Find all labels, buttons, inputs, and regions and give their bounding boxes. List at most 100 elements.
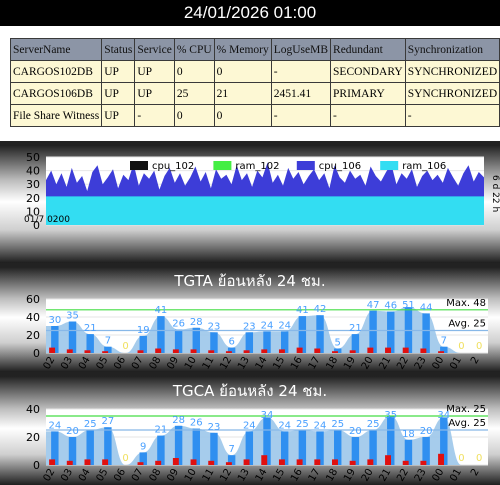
y-tick-label: 20 bbox=[26, 431, 40, 444]
cell: UP bbox=[101, 82, 136, 105]
data-label: 24 bbox=[261, 320, 274, 331]
x-tick-label: 18 bbox=[324, 467, 340, 484]
data-label: 0 bbox=[476, 453, 482, 464]
data-label: 41 bbox=[155, 305, 168, 316]
y-tick-label: 20 bbox=[26, 329, 40, 342]
low-bar bbox=[102, 459, 109, 465]
low-bar bbox=[172, 349, 179, 353]
bar bbox=[369, 430, 377, 465]
x-tick-label: 09 bbox=[165, 467, 181, 484]
time-range-label: 6 d 22 h bbox=[490, 175, 500, 212]
col-cpu: % CPU bbox=[173, 38, 215, 61]
legend-label: cpu_102 bbox=[152, 161, 194, 172]
low-bar bbox=[155, 460, 162, 465]
low-bar bbox=[314, 348, 321, 353]
bar bbox=[210, 332, 218, 353]
data-label: 24 bbox=[48, 420, 61, 431]
low-bar bbox=[296, 459, 303, 465]
x-tick-label: 04 bbox=[77, 467, 93, 484]
cell: File Share Witness bbox=[9, 104, 103, 127]
x-tick-label: 02 bbox=[42, 355, 58, 372]
bar bbox=[404, 439, 413, 465]
y-tick-label: 0 bbox=[33, 459, 40, 472]
cell: CARGOS102DB bbox=[9, 60, 103, 83]
low-bar bbox=[137, 462, 144, 465]
low-bar bbox=[278, 349, 285, 353]
bar bbox=[263, 331, 271, 353]
data-label: 26 bbox=[190, 418, 203, 429]
col-logusemb: LogUseMB bbox=[270, 38, 332, 61]
data-label: 0 bbox=[458, 453, 464, 464]
bar bbox=[280, 431, 289, 465]
data-label: 25 bbox=[367, 419, 380, 430]
low-bar bbox=[420, 460, 427, 465]
date-time-header: 24/01/2026 01:00 bbox=[0, 0, 500, 26]
x-start-label: 01/7 0200 bbox=[24, 215, 70, 225]
low-bar bbox=[296, 347, 303, 353]
bar bbox=[422, 437, 430, 465]
data-label: 25 bbox=[84, 419, 97, 430]
low-bar bbox=[367, 459, 374, 465]
data-label: 28 bbox=[190, 317, 203, 328]
legend-swatch bbox=[296, 161, 315, 170]
cell: 0 bbox=[173, 104, 215, 127]
cell: SYNCHRONIZED bbox=[404, 82, 500, 105]
avg-label: Avg. 25 bbox=[448, 418, 486, 429]
data-label: 24 bbox=[243, 420, 256, 431]
data-label: 20 bbox=[66, 426, 79, 437]
cell: UP bbox=[101, 104, 136, 127]
data-label: 23 bbox=[243, 321, 256, 332]
data-label: 34 bbox=[261, 410, 274, 421]
low-bar bbox=[332, 351, 338, 353]
x-tick-label: 00 bbox=[431, 467, 447, 484]
cell: 25 bbox=[173, 82, 215, 105]
low-bar bbox=[349, 460, 356, 465]
legend-swatch bbox=[130, 161, 148, 170]
bar bbox=[298, 316, 307, 353]
col-memory: % Memory bbox=[213, 38, 272, 61]
cell: UP bbox=[134, 60, 175, 83]
low-bar bbox=[385, 455, 391, 465]
x-tick-label: 01 bbox=[448, 467, 464, 484]
data-label: 9 bbox=[140, 441, 146, 452]
data-label: 19 bbox=[137, 325, 150, 336]
bar bbox=[192, 428, 200, 465]
bar bbox=[139, 335, 147, 353]
bar bbox=[298, 430, 307, 465]
low-bar bbox=[84, 350, 91, 353]
x-tick-label: 11 bbox=[201, 355, 217, 372]
data-label: 26 bbox=[172, 319, 185, 330]
cell: 2451.41 bbox=[270, 82, 332, 105]
chart-title: TGCA ย้อนหลัง 24 ชม. bbox=[172, 382, 328, 400]
low-bar bbox=[190, 459, 197, 465]
data-label: 24 bbox=[278, 320, 291, 331]
bar bbox=[351, 334, 360, 353]
table-row: CARGOS102DB UP UP 0 0 - SECONDARY SYNCHR… bbox=[9, 60, 500, 83]
x-tick-label: 22 bbox=[395, 467, 411, 484]
x-tick-label: 02 bbox=[42, 467, 58, 484]
low-bar bbox=[243, 459, 250, 465]
low-bar bbox=[208, 350, 215, 353]
x-tick-label: 17 bbox=[307, 467, 323, 484]
col-service: Service bbox=[134, 38, 175, 61]
x-tick-label: 10 bbox=[183, 355, 199, 372]
col-servername: ServerName bbox=[9, 38, 103, 61]
bar bbox=[280, 331, 289, 353]
table-row: CARGOS106DB UP UP 25 21 2451.41 PRIMARY … bbox=[9, 82, 500, 105]
cell: SYNCHRONIZED bbox=[404, 60, 500, 83]
data-label: 24 bbox=[314, 420, 327, 431]
low-bar bbox=[385, 347, 391, 353]
table-header-row: ServerName Status Service % CPU % Memory… bbox=[9, 38, 500, 61]
data-label: 6 bbox=[228, 337, 234, 348]
section-divider bbox=[0, 263, 500, 267]
data-label: 0 bbox=[122, 341, 128, 352]
bar bbox=[387, 311, 395, 353]
low-bar bbox=[102, 351, 109, 353]
data-label: 18 bbox=[402, 429, 415, 440]
data-label: 51 bbox=[402, 300, 415, 311]
data-label: 47 bbox=[367, 300, 380, 311]
bar bbox=[316, 431, 324, 465]
y-tick-label: 40 bbox=[26, 165, 40, 178]
bar bbox=[139, 452, 147, 465]
x-tick-label: 09 bbox=[165, 355, 181, 372]
